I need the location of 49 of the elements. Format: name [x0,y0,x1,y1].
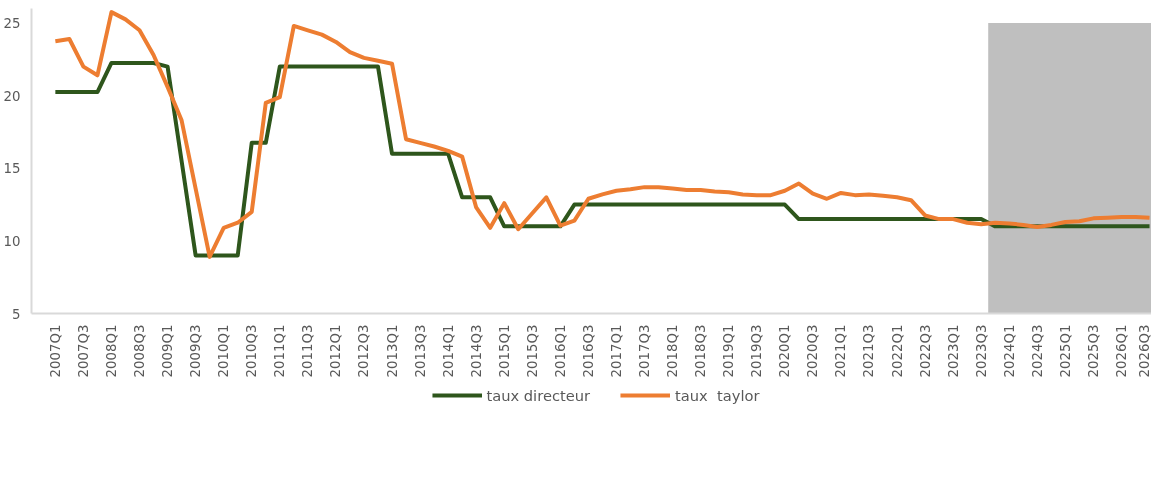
x-tick-label: 2013Q3 [412,324,428,378]
x-tick-label: 2018Q3 [693,324,709,378]
x-tick-label: 2016Q3 [580,324,596,378]
x-tick-label: 2015Q3 [524,324,540,378]
x-tick-label: 2023Q3 [973,324,989,378]
y-tick-label: 25 [3,16,21,32]
line-series [53,10,1151,259]
x-tick-label: 2008Q1 [103,324,119,378]
x-tick-label: 2026Q3 [1136,324,1152,378]
x-tick-label: 2021Q1 [833,324,849,378]
x-tick-label: 2019Q1 [721,324,737,378]
x-tick-label: 2013Q1 [384,324,400,378]
x-tick-label: 2014Q3 [468,324,484,378]
x-tick-label: 2007Q1 [47,324,63,378]
x-tick-label: 2020Q3 [805,324,821,378]
x-tick-label: 2026Q1 [1113,324,1129,378]
x-tick-label: 2010Q3 [244,324,260,378]
x-tick-label: 2007Q3 [75,324,91,378]
x-tick-label: 2022Q1 [889,324,905,378]
x-tick-label: 2015Q1 [496,324,512,378]
x-tick-label: 2023Q1 [945,324,961,378]
x-tick-label: 2025Q1 [1057,324,1073,378]
y-tick-label: 15 [3,161,21,177]
x-tick-label: 2011Q3 [300,324,316,378]
x-tick-label: 2009Q1 [160,324,176,378]
x-tick-label: 2019Q3 [749,324,765,378]
x-tick-label: 2008Q3 [132,324,148,378]
x-tick-label: 2009Q3 [188,324,204,378]
x-tick-label: 2011Q1 [272,324,288,378]
x-tick-label: 2020Q1 [777,324,793,378]
x-tick-label: 2016Q1 [552,324,568,378]
legend-label: taux directeur [486,386,591,404]
line-series [53,60,1151,258]
x-tick-label: 2018Q1 [665,324,681,378]
y-tick-label: 5 [12,306,21,322]
y-tick-label: 10 [3,233,21,249]
x-tick-label: 2017Q3 [637,324,653,378]
x-tick-label: 2025Q3 [1085,324,1101,378]
x-tick-label: 2022Q3 [917,324,933,378]
x-tick-label: 2024Q3 [1029,324,1045,378]
x-tick-label: 2014Q1 [440,324,456,378]
x-tick-label: 2024Q1 [1001,324,1017,378]
y-tick-label: 20 [3,88,21,104]
legend-label: taux taylor [675,386,760,404]
x-tick-label: 2012Q1 [328,324,344,378]
x-tick-label: 2017Q1 [608,324,624,378]
x-tick-label: 2021Q3 [861,324,877,378]
x-tick-label: 2012Q3 [356,324,372,378]
x-tick-label: 2010Q1 [216,324,232,378]
